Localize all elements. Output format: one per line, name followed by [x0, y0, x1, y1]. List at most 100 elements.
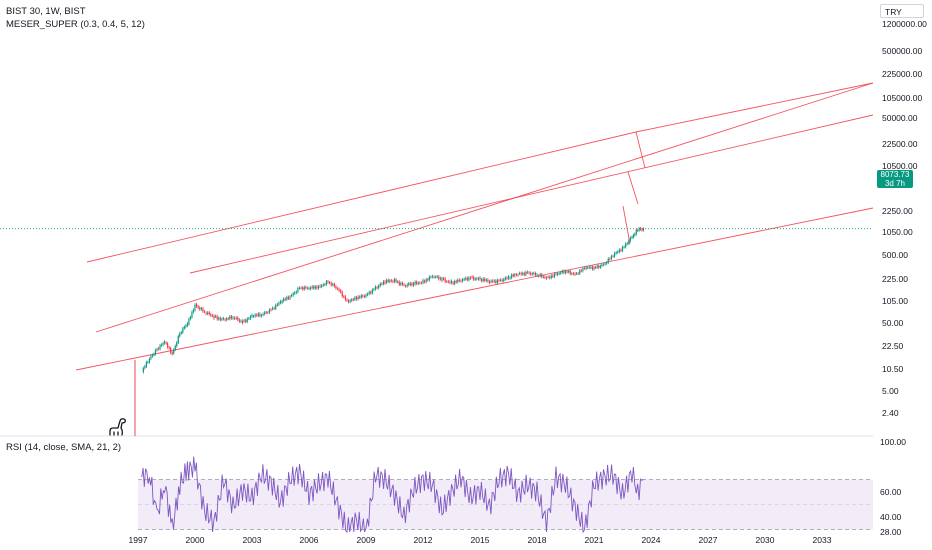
price-candle-body: [588, 267, 590, 269]
price-candle-body: [498, 280, 500, 282]
price-candle-body: [192, 309, 195, 312]
price-candle-body: [287, 297, 290, 299]
price-candle-body: [515, 274, 518, 276]
price-candle-body: [306, 287, 309, 289]
currency-selector[interactable]: TRY: [880, 4, 924, 18]
price-candle-body: [585, 267, 587, 269]
channel-connector: [627, 171, 639, 205]
price-candle-body: [156, 349, 158, 351]
time-tick-label: 2030: [756, 535, 775, 545]
price-candle-body: [157, 348, 160, 350]
price-candle-body: [447, 281, 449, 283]
price-tick-label: 50000.00: [882, 113, 918, 123]
price-tick-label: 22.50: [882, 341, 904, 351]
price-candle-body: [313, 286, 315, 289]
price-candle-body: [433, 276, 435, 278]
price-candle-body: [503, 279, 505, 281]
price-candle-body: [558, 273, 560, 275]
price-candle-body: [617, 251, 619, 253]
price-candle-body: [197, 306, 199, 308]
price-candle-body: [200, 308, 202, 310]
time-tick-label: 2009: [357, 535, 376, 545]
price-candle-body: [560, 272, 562, 274]
price-candle-body: [596, 265, 598, 268]
rsi-legend[interactable]: RSI (14, close, SMA, 21, 2): [6, 442, 122, 453]
price-candle-body: [352, 299, 354, 301]
price-candle-body: [230, 316, 233, 319]
dinosaur-icon[interactable]: [106, 416, 128, 438]
price-candle-body: [572, 273, 575, 275]
price-candle-body: [525, 272, 527, 275]
price-candle-body: [390, 280, 392, 282]
price-candle-body: [208, 312, 210, 315]
price-candle-body: [150, 356, 152, 359]
price-candle-body: [271, 307, 274, 309]
price-candle-body: [512, 274, 514, 276]
price-candle-body: [420, 282, 423, 284]
price-candle-body: [332, 284, 334, 285]
price-candle-body: [526, 272, 529, 273]
price-candle-body: [547, 276, 549, 278]
price-candle-body: [359, 296, 361, 298]
price-candle-body: [325, 281, 328, 285]
time-tick-label: 2000: [186, 535, 205, 545]
price-candle-body: [311, 286, 313, 288]
price-candle-body: [431, 276, 434, 278]
price-candle-body: [496, 280, 499, 283]
price-candle-body: [545, 277, 548, 279]
price-candle-body: [466, 278, 468, 280]
price-candle-body: [442, 278, 445, 280]
price-candle-body: [530, 273, 532, 275]
time-tick-label: 2015: [471, 535, 490, 545]
channel-connector: [622, 205, 631, 245]
price-candle-body: [240, 320, 242, 322]
price-candle-body: [439, 278, 442, 280]
indicator-legend[interactable]: MESER_SUPER (0.3, 0.4, 5, 12): [6, 19, 145, 30]
price-candle-body: [444, 278, 446, 282]
price-candle-body: [397, 281, 399, 283]
price-candle-body: [506, 277, 508, 279]
price-candle-body: [357, 296, 359, 300]
price-candle-body: [473, 276, 475, 280]
price-candle-body: [382, 281, 385, 284]
price-candle-body: [635, 230, 637, 235]
price-candle-body: [226, 318, 228, 320]
price-candle-body: [634, 234, 636, 236]
channel-line: [95, 82, 874, 333]
price-candle-body: [564, 271, 567, 273]
price-candle-body: [164, 341, 166, 344]
price-tick-label: 105000.00: [882, 93, 922, 103]
price-candle-body: [145, 362, 147, 367]
price-candle-body: [259, 313, 261, 317]
price-candle-body: [347, 300, 350, 302]
price-candle-body: [522, 273, 524, 275]
price-candle-body: [463, 279, 465, 280]
time-tick-label: 2027: [699, 535, 718, 545]
price-candle-body: [224, 319, 226, 321]
price-candle-body: [476, 278, 478, 280]
price-candle-body: [425, 279, 427, 282]
price-candle-body: [555, 273, 557, 275]
price-candle-body: [629, 237, 632, 241]
price-candle-body: [349, 300, 351, 302]
chart-title[interactable]: BIST 30, 1W, BIST: [6, 6, 86, 17]
price-candle-body: [233, 317, 236, 319]
price-candle-body: [335, 286, 337, 289]
channel-line: [75, 207, 874, 371]
time-tick-label: 2024: [642, 535, 661, 545]
price-candle-body: [235, 317, 237, 319]
price-candle-body: [517, 274, 519, 276]
price-candle-body: [159, 345, 161, 350]
price-candle-body: [537, 275, 540, 277]
price-candle-body: [528, 272, 530, 274]
price-candle-body: [251, 314, 253, 317]
price-candle-body: [154, 350, 157, 355]
price-candle-body: [346, 299, 348, 301]
price-candle-body: [290, 295, 293, 297]
price-candle-body: [256, 314, 258, 316]
price-candle-body: [343, 296, 345, 298]
price-candle-body: [333, 284, 335, 287]
price-candle-body: [628, 240, 630, 244]
price-candle-body: [292, 293, 294, 296]
